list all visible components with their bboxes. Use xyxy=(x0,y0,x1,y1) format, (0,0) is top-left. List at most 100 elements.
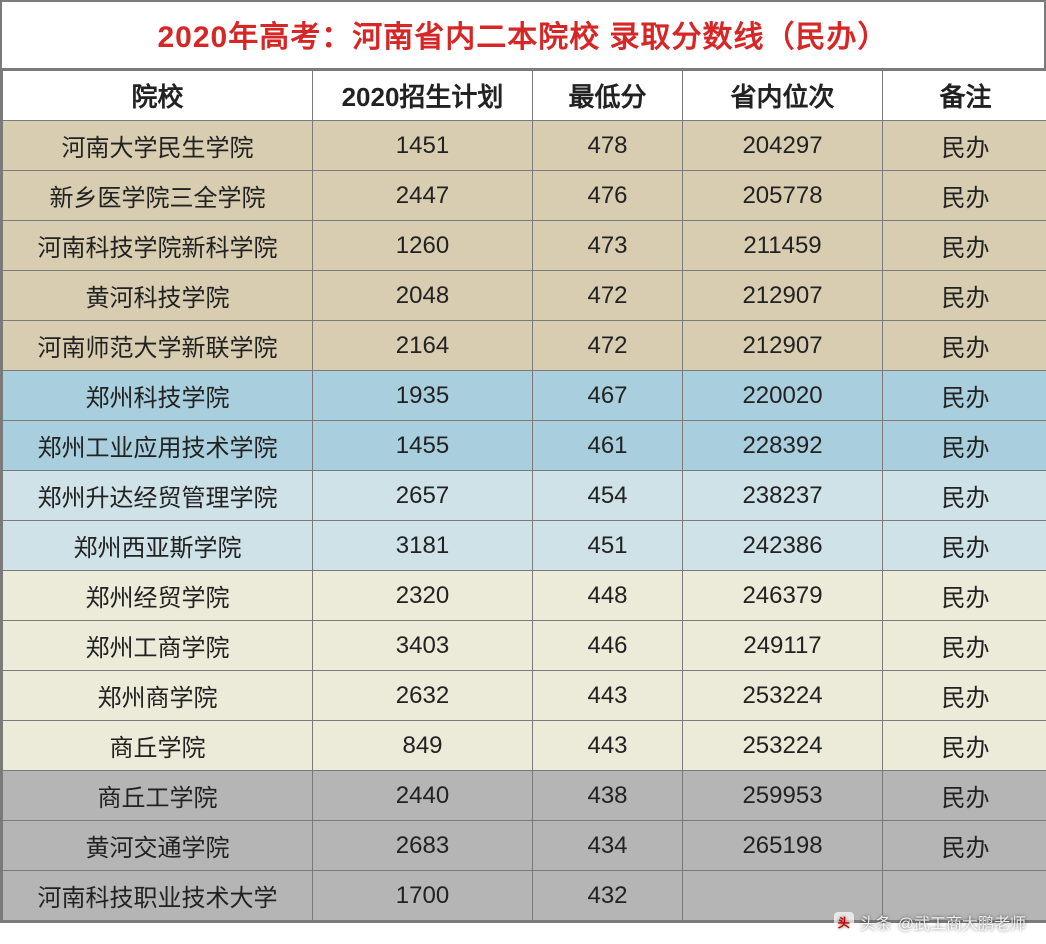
cell-plan: 1700 xyxy=(313,871,533,921)
cell-school: 河南师范大学新联学院 xyxy=(3,321,313,371)
cell-score: 434 xyxy=(533,821,683,871)
cell-score: 432 xyxy=(533,871,683,921)
cell-rank: 212907 xyxy=(683,321,883,371)
cell-plan: 2447 xyxy=(313,171,533,221)
col-header-score: 最低分 xyxy=(533,71,683,121)
cell-plan: 1935 xyxy=(313,371,533,421)
cell-note: 民办 xyxy=(883,821,1046,871)
table-row: 郑州工业应用技术学院1455461228392民办 xyxy=(3,421,1046,471)
cell-score: 478 xyxy=(533,121,683,171)
cell-score: 451 xyxy=(533,521,683,571)
cell-plan: 2632 xyxy=(313,671,533,721)
cell-score: 438 xyxy=(533,771,683,821)
cell-rank: 212907 xyxy=(683,271,883,321)
cell-school: 郑州西亚斯学院 xyxy=(3,521,313,571)
cell-score: 443 xyxy=(533,671,683,721)
admissions-table-container: 2020年高考：河南省内二本院校 录取分数线（民办） 院校 2020招生计划 最… xyxy=(0,0,1046,923)
cell-rank: 249117 xyxy=(683,621,883,671)
cell-plan: 1455 xyxy=(313,421,533,471)
cell-rank: 204297 xyxy=(683,121,883,171)
admissions-table: 院校 2020招生计划 最低分 省内位次 备注 河南大学民生学院14514782… xyxy=(2,70,1046,921)
col-header-school: 院校 xyxy=(3,71,313,121)
table-row: 黄河交通学院2683434265198民办 xyxy=(3,821,1046,871)
col-header-rank: 省内位次 xyxy=(683,71,883,121)
col-header-note: 备注 xyxy=(883,71,1046,121)
cell-note: 民办 xyxy=(883,571,1046,621)
cell-school: 郑州科技学院 xyxy=(3,371,313,421)
watermark-prefix: 头条 xyxy=(860,910,892,934)
cell-school: 河南科技学院新科学院 xyxy=(3,221,313,271)
cell-note: 民办 xyxy=(883,421,1046,471)
table-row: 河南科技学院新科学院1260473211459民办 xyxy=(3,221,1046,271)
toutiao-icon: 头 xyxy=(834,912,854,932)
cell-school: 郑州商学院 xyxy=(3,671,313,721)
cell-plan: 849 xyxy=(313,721,533,771)
cell-school: 黄河科技学院 xyxy=(3,271,313,321)
cell-plan: 1260 xyxy=(313,221,533,271)
cell-plan: 1451 xyxy=(313,121,533,171)
cell-school: 商丘学院 xyxy=(3,721,313,771)
cell-rank: 253224 xyxy=(683,671,883,721)
cell-rank: 238237 xyxy=(683,471,883,521)
cell-school: 郑州经贸学院 xyxy=(3,571,313,621)
table-row: 河南师范大学新联学院2164472212907民办 xyxy=(3,321,1046,371)
cell-score: 446 xyxy=(533,621,683,671)
cell-rank: 205778 xyxy=(683,171,883,221)
cell-plan: 2048 xyxy=(313,271,533,321)
cell-score: 448 xyxy=(533,571,683,621)
cell-plan: 2164 xyxy=(313,321,533,371)
cell-school: 新乡医学院三全学院 xyxy=(3,171,313,221)
table-row: 商丘学院849443253224民办 xyxy=(3,721,1046,771)
cell-note: 民办 xyxy=(883,371,1046,421)
watermark: 头 头条 @武工商大鹏老师 xyxy=(834,910,1026,934)
cell-rank: 265198 xyxy=(683,821,883,871)
cell-plan: 2440 xyxy=(313,771,533,821)
cell-score: 473 xyxy=(533,221,683,271)
cell-note: 民办 xyxy=(883,521,1046,571)
cell-score: 443 xyxy=(533,721,683,771)
table-row: 郑州升达经贸管理学院2657454238237民办 xyxy=(3,471,1046,521)
table-row: 郑州工商学院3403446249117民办 xyxy=(3,621,1046,671)
table-title: 2020年高考：河南省内二本院校 录取分数线（民办） xyxy=(2,2,1044,70)
cell-plan: 2320 xyxy=(313,571,533,621)
cell-school: 黄河交通学院 xyxy=(3,821,313,871)
table-body: 河南大学民生学院1451478204297民办新乡医学院三全学院24474762… xyxy=(3,121,1046,921)
cell-note: 民办 xyxy=(883,721,1046,771)
cell-score: 476 xyxy=(533,171,683,221)
cell-note: 民办 xyxy=(883,121,1046,171)
cell-note: 民办 xyxy=(883,471,1046,521)
cell-plan: 2657 xyxy=(313,471,533,521)
cell-school: 商丘工学院 xyxy=(3,771,313,821)
cell-school: 河南科技职业技术大学 xyxy=(3,871,313,921)
cell-rank: 242386 xyxy=(683,521,883,571)
cell-school: 郑州工业应用技术学院 xyxy=(3,421,313,471)
cell-note: 民办 xyxy=(883,171,1046,221)
table-row: 郑州西亚斯学院3181451242386民办 xyxy=(3,521,1046,571)
cell-note: 民办 xyxy=(883,621,1046,671)
cell-school: 郑州升达经贸管理学院 xyxy=(3,471,313,521)
cell-rank: 246379 xyxy=(683,571,883,621)
cell-rank: 228392 xyxy=(683,421,883,471)
table-row: 郑州商学院2632443253224民办 xyxy=(3,671,1046,721)
cell-score: 467 xyxy=(533,371,683,421)
cell-plan: 3181 xyxy=(313,521,533,571)
table-row: 郑州经贸学院2320448246379民办 xyxy=(3,571,1046,621)
cell-school: 郑州工商学院 xyxy=(3,621,313,671)
table-row: 黄河科技学院2048472212907民办 xyxy=(3,271,1046,321)
watermark-handle: @武工商大鹏老师 xyxy=(898,910,1026,934)
cell-school: 河南大学民生学院 xyxy=(3,121,313,171)
cell-note: 民办 xyxy=(883,271,1046,321)
cell-rank: 259953 xyxy=(683,771,883,821)
cell-note: 民办 xyxy=(883,321,1046,371)
cell-plan: 2683 xyxy=(313,821,533,871)
cell-note: 民办 xyxy=(883,221,1046,271)
cell-score: 454 xyxy=(533,471,683,521)
cell-note: 民办 xyxy=(883,671,1046,721)
cell-note: 民办 xyxy=(883,771,1046,821)
col-header-plan: 2020招生计划 xyxy=(313,71,533,121)
cell-score: 472 xyxy=(533,321,683,371)
table-row: 新乡医学院三全学院2447476205778民办 xyxy=(3,171,1046,221)
cell-score: 461 xyxy=(533,421,683,471)
table-row: 商丘工学院2440438259953民办 xyxy=(3,771,1046,821)
cell-rank: 211459 xyxy=(683,221,883,271)
